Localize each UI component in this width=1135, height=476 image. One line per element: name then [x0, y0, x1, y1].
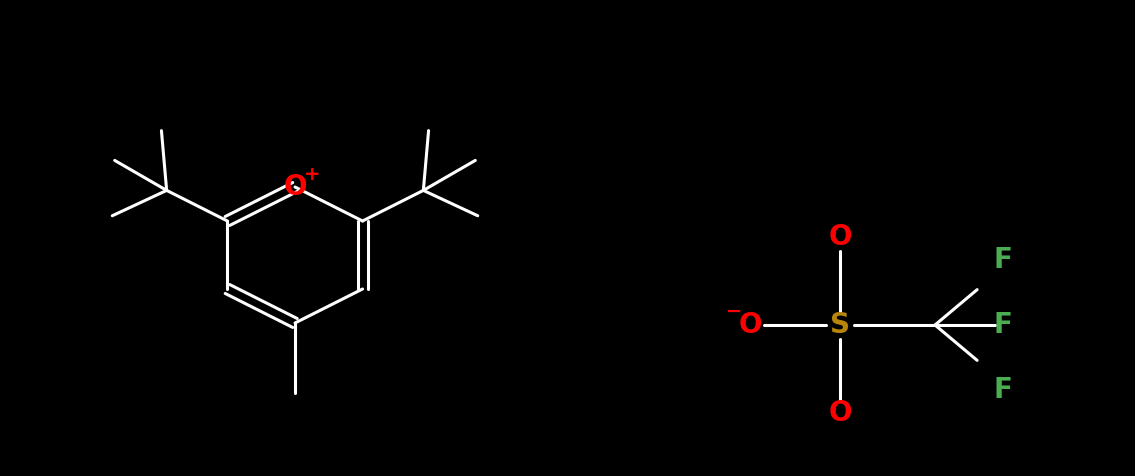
Text: O: O	[829, 223, 851, 251]
Text: O: O	[829, 399, 851, 427]
Text: F: F	[993, 376, 1012, 404]
Text: S: S	[830, 311, 850, 339]
Text: −: −	[725, 301, 742, 320]
Text: F: F	[993, 246, 1012, 274]
Text: F: F	[993, 311, 1012, 339]
Text: O: O	[738, 311, 762, 339]
Text: O: O	[284, 173, 306, 201]
Text: +: +	[304, 165, 320, 184]
